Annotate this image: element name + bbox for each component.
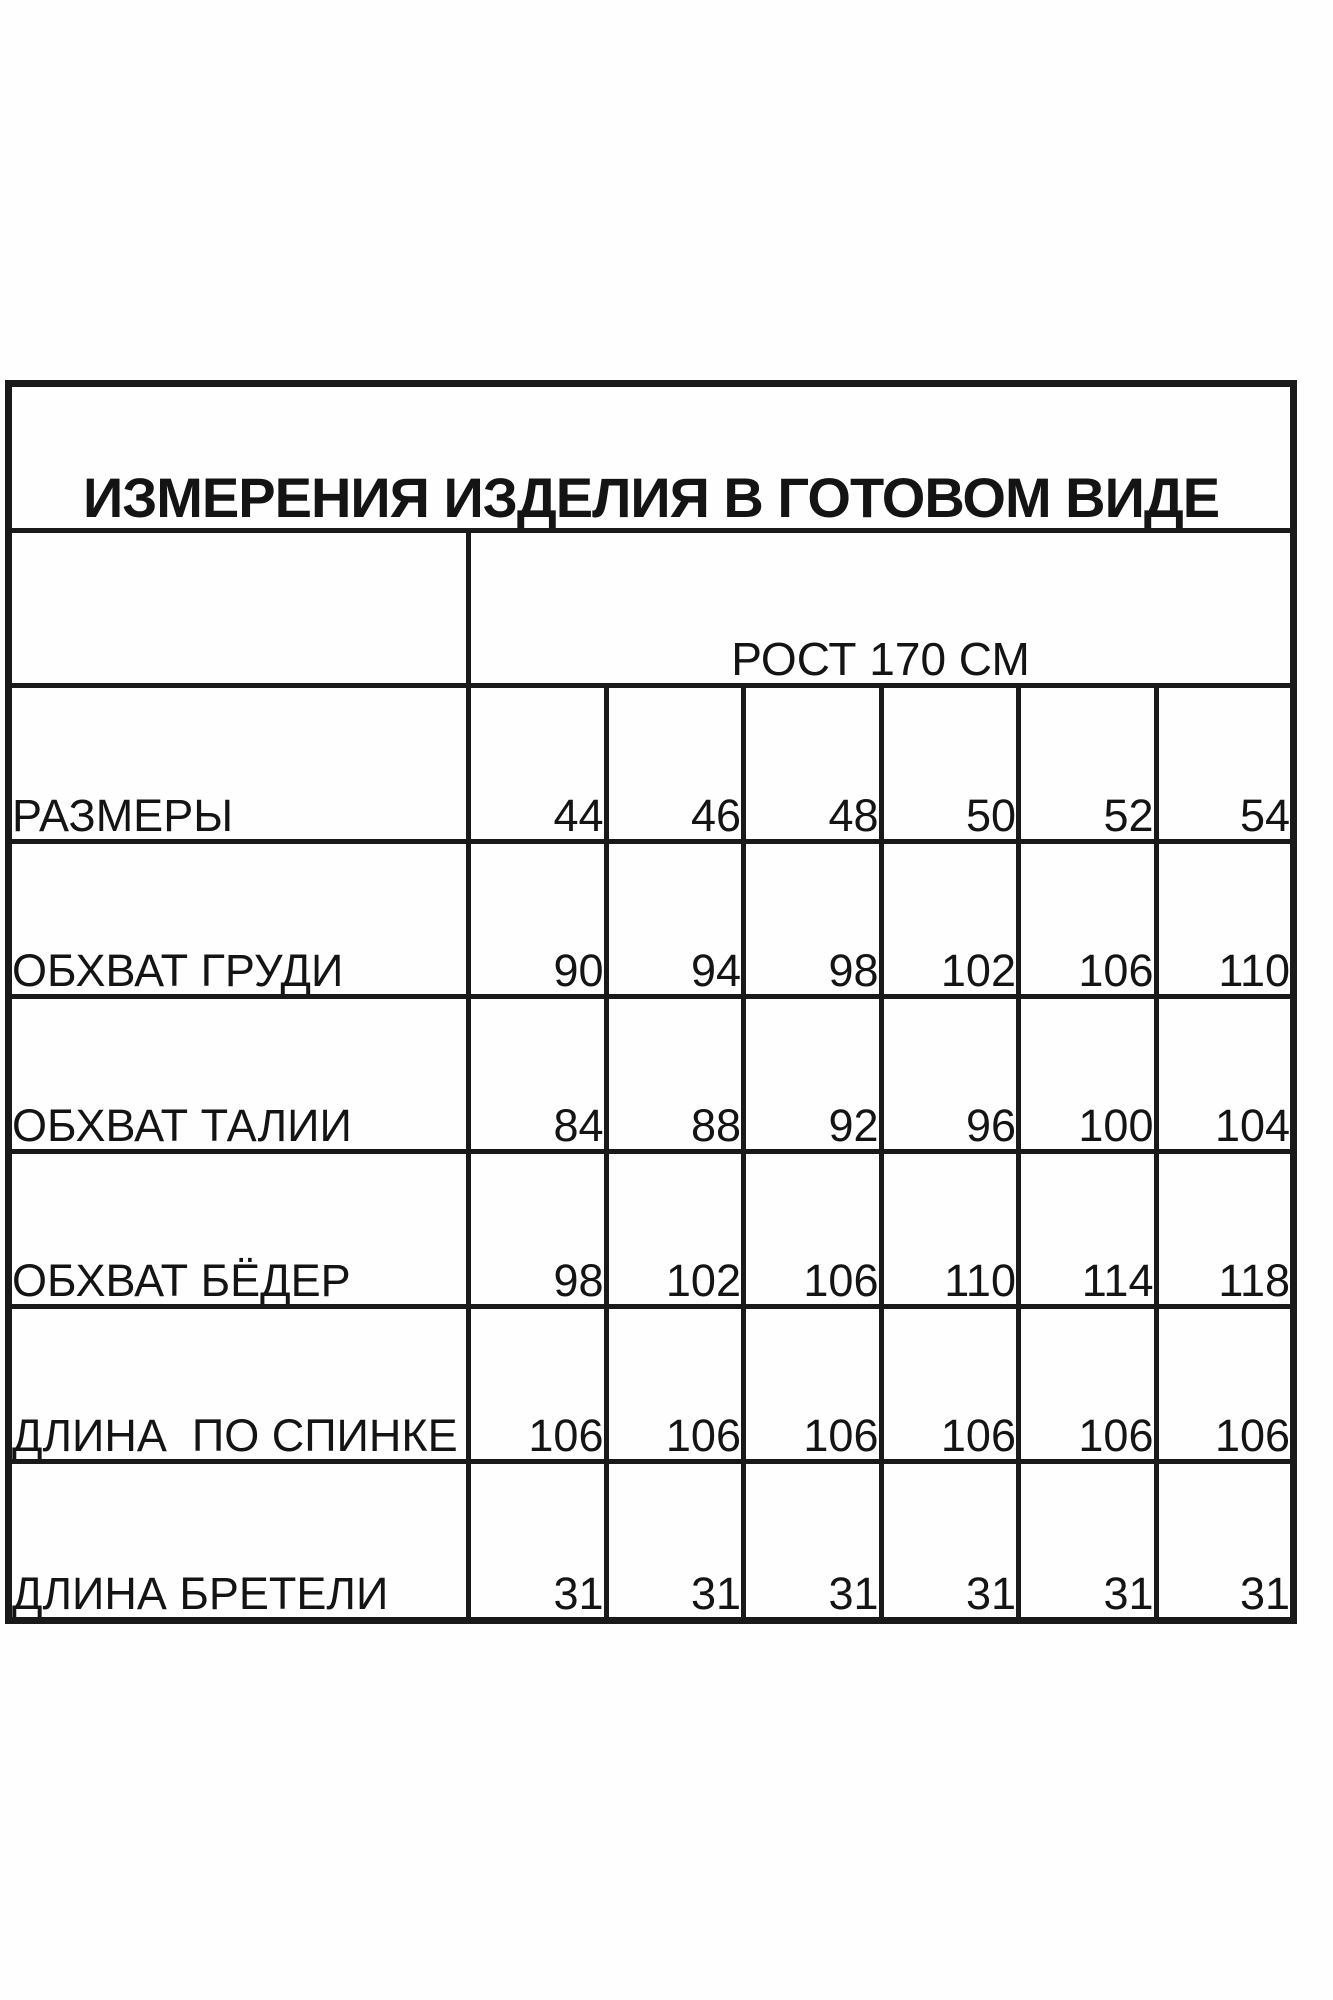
empty-corner-cell	[6, 528, 471, 688]
table-row-hips: ОБХВАТ БЁДЕР 98 102 106 110 114 118	[6, 1149, 1297, 1309]
value-cell: 106	[603, 1304, 746, 1464]
value-cell: 110	[1153, 839, 1297, 999]
table-title: ИЗМЕРЕНИЯ ИЗДЕЛИЯ В ГОТОВОМ ВИДЕ	[5, 381, 1297, 533]
size-cell: 50	[878, 683, 1021, 844]
value-cell: 92	[741, 994, 884, 1154]
value-cell: 31	[1153, 1459, 1297, 1623]
value-cell: 31	[466, 1459, 609, 1623]
row-label: ДЛИНА БРЕТЕЛИ	[6, 1459, 471, 1623]
value-cell: 106	[466, 1304, 609, 1464]
value-cell: 102	[603, 1149, 746, 1309]
table-row-waist: ОБХВАТ ТАЛИИ 84 88 92 96 100 104	[6, 994, 1297, 1154]
value-cell: 106	[1016, 1304, 1159, 1464]
value-cell: 94	[603, 839, 746, 999]
size-cell: 46	[603, 683, 746, 844]
table-row-back-length: ДЛИНА ПО СПИНКЕ 106 106 106 106 106 106	[6, 1304, 1297, 1464]
value-cell: 31	[741, 1459, 884, 1623]
value-cell: 106	[741, 1149, 884, 1309]
value-cell: 98	[466, 1149, 609, 1309]
size-cell: 44	[466, 683, 609, 844]
value-cell: 106	[878, 1304, 1021, 1464]
value-cell: 84	[466, 994, 609, 1154]
table-row-chest: ОБХВАТ ГРУДИ 90 94 98 102 106 110	[6, 839, 1297, 999]
row-label: ОБХВАТ ТАЛИИ	[6, 994, 471, 1154]
row-label: ДЛИНА ПО СПИНКЕ	[6, 1304, 471, 1464]
value-cell: 114	[1016, 1149, 1159, 1309]
value-cell: 110	[878, 1149, 1021, 1309]
table-row-sizes: РАЗМЕРЫ 44 46 48 50 52 54	[6, 683, 1297, 844]
value-cell: 106	[741, 1304, 884, 1464]
title-row: ИЗМЕРЕНИЯ ИЗДЕЛИЯ В ГОТОВОМ ВИДЕ	[5, 381, 1297, 533]
height-header-row: РОСТ 170 СМ	[6, 528, 1297, 688]
size-cell: 52	[1016, 683, 1159, 844]
value-cell: 118	[1153, 1149, 1297, 1309]
value-cell: 106	[1153, 1304, 1297, 1464]
row-label: РАЗМЕРЫ	[6, 683, 471, 844]
value-cell: 104	[1153, 994, 1297, 1154]
value-cell: 31	[1016, 1459, 1159, 1623]
size-chart-table: ИЗМЕРЕНИЯ ИЗДЕЛИЯ В ГОТОВОМ ВИДЕ РОСТ 17…	[5, 380, 1298, 1624]
value-cell: 102	[878, 839, 1021, 999]
size-cell: 48	[741, 683, 884, 844]
value-cell: 31	[878, 1459, 1021, 1623]
value-cell: 106	[1016, 839, 1159, 999]
value-cell: 88	[603, 994, 746, 1154]
value-cell: 96	[878, 994, 1021, 1154]
value-cell: 31	[603, 1459, 746, 1623]
table-row-strap-length: ДЛИНА БРЕТЕЛИ 31 31 31 31 31 31	[6, 1459, 1297, 1623]
value-cell: 90	[466, 839, 609, 999]
height-header-cell: РОСТ 170 СМ	[465, 528, 1297, 688]
value-cell: 98	[741, 839, 884, 999]
value-cell: 100	[1016, 994, 1159, 1154]
row-label: ОБХВАТ ГРУДИ	[6, 839, 471, 999]
row-label: ОБХВАТ БЁДЕР	[6, 1149, 471, 1309]
size-cell: 54	[1153, 683, 1297, 844]
